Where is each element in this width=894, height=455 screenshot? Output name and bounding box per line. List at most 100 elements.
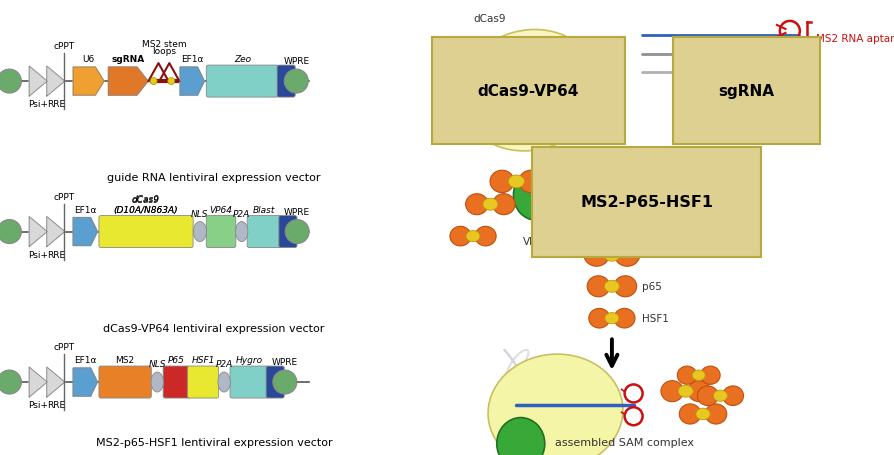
Text: sgRNA: sgRNA	[719, 84, 774, 98]
Text: cPPT: cPPT	[54, 42, 75, 51]
Circle shape	[0, 370, 21, 394]
Text: U6: U6	[82, 55, 95, 64]
Polygon shape	[180, 68, 205, 96]
Text: MS2-p65-HSF1 lentiviral expression vector: MS2-p65-HSF1 lentiviral expression vecto…	[96, 437, 333, 447]
Text: RRE: RRE	[46, 100, 65, 109]
Ellipse shape	[603, 248, 620, 262]
Polygon shape	[30, 67, 47, 97]
Text: Psi+: Psi+	[29, 100, 48, 109]
Ellipse shape	[701, 366, 721, 384]
Text: EF1α: EF1α	[74, 205, 97, 214]
Ellipse shape	[722, 386, 744, 405]
Text: assembled SAM complex: assembled SAM complex	[555, 437, 695, 447]
Ellipse shape	[218, 372, 231, 392]
Text: (D10A/N863A): (D10A/N863A)	[114, 205, 178, 214]
Text: NLS: NLS	[191, 209, 208, 218]
Text: dCas9
(D10A/N863A): dCas9 (D10A/N863A)	[114, 195, 178, 214]
Ellipse shape	[661, 381, 683, 402]
Text: Hygro: Hygro	[236, 355, 263, 364]
Ellipse shape	[466, 194, 488, 215]
Ellipse shape	[604, 281, 620, 293]
Text: MS2-P65-HSF1: MS2-P65-HSF1	[580, 195, 713, 210]
Ellipse shape	[678, 366, 696, 384]
Ellipse shape	[235, 222, 248, 242]
Polygon shape	[73, 218, 97, 246]
Text: WPRE: WPRE	[272, 357, 298, 366]
Circle shape	[168, 78, 174, 86]
Polygon shape	[73, 68, 104, 96]
Text: dCas9: dCas9	[132, 195, 160, 204]
FancyBboxPatch shape	[207, 66, 278, 98]
Ellipse shape	[696, 408, 710, 420]
Ellipse shape	[614, 243, 640, 267]
Text: dCas9: dCas9	[473, 14, 505, 24]
Text: cPPT: cPPT	[54, 192, 75, 201]
Ellipse shape	[193, 222, 207, 242]
Text: VP64: VP64	[523, 237, 549, 247]
Text: WPRE: WPRE	[283, 57, 309, 66]
FancyBboxPatch shape	[277, 66, 295, 98]
Text: loops: loops	[153, 47, 176, 56]
Ellipse shape	[614, 276, 637, 297]
Text: WPRE: WPRE	[284, 207, 310, 216]
Text: dCas9-VP64 lentiviral expression vector: dCas9-VP64 lentiviral expression vector	[103, 323, 325, 333]
Text: HSF1: HSF1	[191, 355, 215, 364]
Polygon shape	[46, 217, 64, 247]
Text: P2A: P2A	[233, 209, 250, 218]
Ellipse shape	[483, 199, 498, 211]
Text: MS2: MS2	[642, 250, 664, 260]
Text: sgRNA: sgRNA	[112, 55, 145, 64]
Text: P2A: P2A	[215, 359, 232, 368]
Text: EF1α: EF1α	[181, 55, 204, 64]
Text: EF1α: EF1α	[74, 355, 97, 364]
Ellipse shape	[697, 386, 718, 405]
Ellipse shape	[587, 276, 610, 297]
Circle shape	[285, 220, 309, 244]
FancyBboxPatch shape	[188, 366, 219, 398]
Circle shape	[273, 370, 297, 394]
Ellipse shape	[687, 381, 711, 402]
FancyBboxPatch shape	[279, 216, 297, 248]
Ellipse shape	[450, 227, 471, 246]
Ellipse shape	[151, 372, 164, 392]
Polygon shape	[73, 368, 97, 396]
FancyBboxPatch shape	[99, 366, 151, 398]
Ellipse shape	[466, 231, 480, 242]
Text: MS2: MS2	[115, 355, 135, 364]
Ellipse shape	[679, 404, 701, 424]
FancyBboxPatch shape	[99, 216, 193, 248]
Polygon shape	[108, 68, 148, 96]
Text: MS2 stem: MS2 stem	[142, 40, 187, 49]
Text: Psi+: Psi+	[29, 250, 48, 259]
Text: RRE: RRE	[46, 250, 65, 259]
FancyBboxPatch shape	[207, 216, 236, 248]
Text: guide RNA lentiviral expression vector: guide RNA lentiviral expression vector	[107, 173, 321, 183]
Circle shape	[0, 70, 21, 94]
Circle shape	[284, 70, 308, 94]
Ellipse shape	[497, 418, 544, 455]
Text: P65: P65	[168, 355, 185, 364]
Text: Blast: Blast	[253, 205, 275, 214]
Text: Psi+: Psi+	[29, 400, 48, 409]
Polygon shape	[46, 367, 64, 397]
Ellipse shape	[705, 404, 727, 424]
Polygon shape	[30, 217, 47, 247]
Text: cPPT: cPPT	[54, 342, 75, 351]
Text: VP64: VP64	[209, 205, 232, 214]
Ellipse shape	[679, 385, 693, 397]
Text: MS2 RNA aptamers: MS2 RNA aptamers	[816, 34, 894, 44]
Polygon shape	[46, 67, 64, 97]
Ellipse shape	[490, 171, 514, 193]
Text: dCas9-VP64: dCas9-VP64	[477, 84, 578, 98]
Text: p65: p65	[642, 282, 662, 292]
Text: Zeo: Zeo	[234, 55, 251, 64]
FancyBboxPatch shape	[230, 366, 268, 398]
FancyBboxPatch shape	[164, 366, 190, 398]
Ellipse shape	[488, 354, 623, 455]
Ellipse shape	[692, 370, 705, 380]
Text: NLS: NLS	[148, 359, 166, 368]
FancyBboxPatch shape	[248, 216, 281, 248]
Ellipse shape	[584, 243, 610, 267]
Ellipse shape	[509, 176, 525, 188]
Text: RRE: RRE	[46, 400, 65, 409]
